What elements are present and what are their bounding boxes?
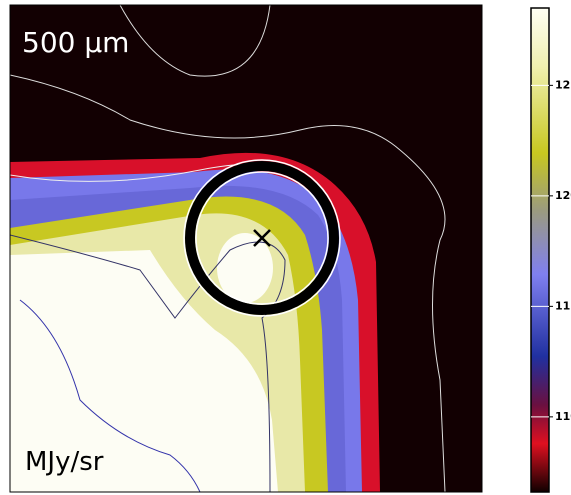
colorbar-tick-label: 125 <box>555 78 571 91</box>
colorbar-tick-label: 110 <box>555 410 571 423</box>
units-label: MJy/sr <box>25 447 104 477</box>
map-title: 500 μm <box>22 26 129 59</box>
source-marker <box>253 229 271 247</box>
aperture-circle <box>185 161 339 315</box>
colorbar <box>530 7 550 493</box>
map-image <box>10 5 482 492</box>
colorbar-tick-label: 120 <box>555 189 571 202</box>
colorbar-tick-label: 115 <box>555 299 571 312</box>
